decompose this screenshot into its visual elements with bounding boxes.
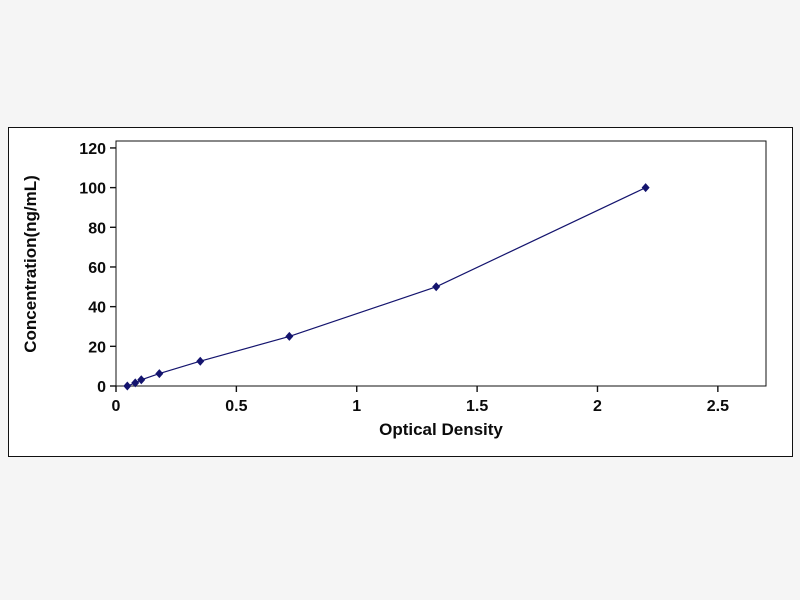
y-tick-label: 20 [88,339,106,356]
elisa-standard-curve-chart: 0 0.5 1 1.5 2 2.5 0 20 40 60 80 100 120 Optical Dens… [21,140,767,439]
chart-panel: 0 0.5 1 1.5 2 2.5 0 20 40 60 80 100 120 Optical Dens… [8,127,793,457]
data-point-marker [123,381,132,391]
data-point-marker [196,356,205,366]
axis-ticks-layer: 0 0.5 1 1.5 2 2.5 0 20 40 60 80 100 120 [79,141,729,415]
data-point-marker [432,282,441,292]
data-point-marker [131,378,140,388]
x-axis-title: Optical Density [379,420,503,439]
data-point-marker [641,183,650,193]
x-tick-label: 2.5 [707,398,729,415]
y-tick-label: 80 [88,220,106,237]
data-point-marker [155,369,164,379]
x-tick-label: 0 [112,398,121,415]
data-point-marker [285,331,294,341]
data-point-marker [137,375,146,385]
y-tick-label: 0 [97,379,106,396]
plot-area [115,140,767,387]
x-tick-label: 1.5 [466,398,488,415]
x-tick-label: 1 [352,398,361,415]
x-tick-label: 2 [593,398,602,415]
y-tick-label: 60 [88,260,106,277]
x-tick-label: 0.5 [225,398,247,415]
y-tick-label: 120 [79,141,106,158]
y-tick-label: 100 [79,181,106,198]
y-axis-title: Concentration(ng/mL) [21,175,40,353]
data-series-layer [123,183,650,391]
y-tick-label: 40 [88,300,106,317]
